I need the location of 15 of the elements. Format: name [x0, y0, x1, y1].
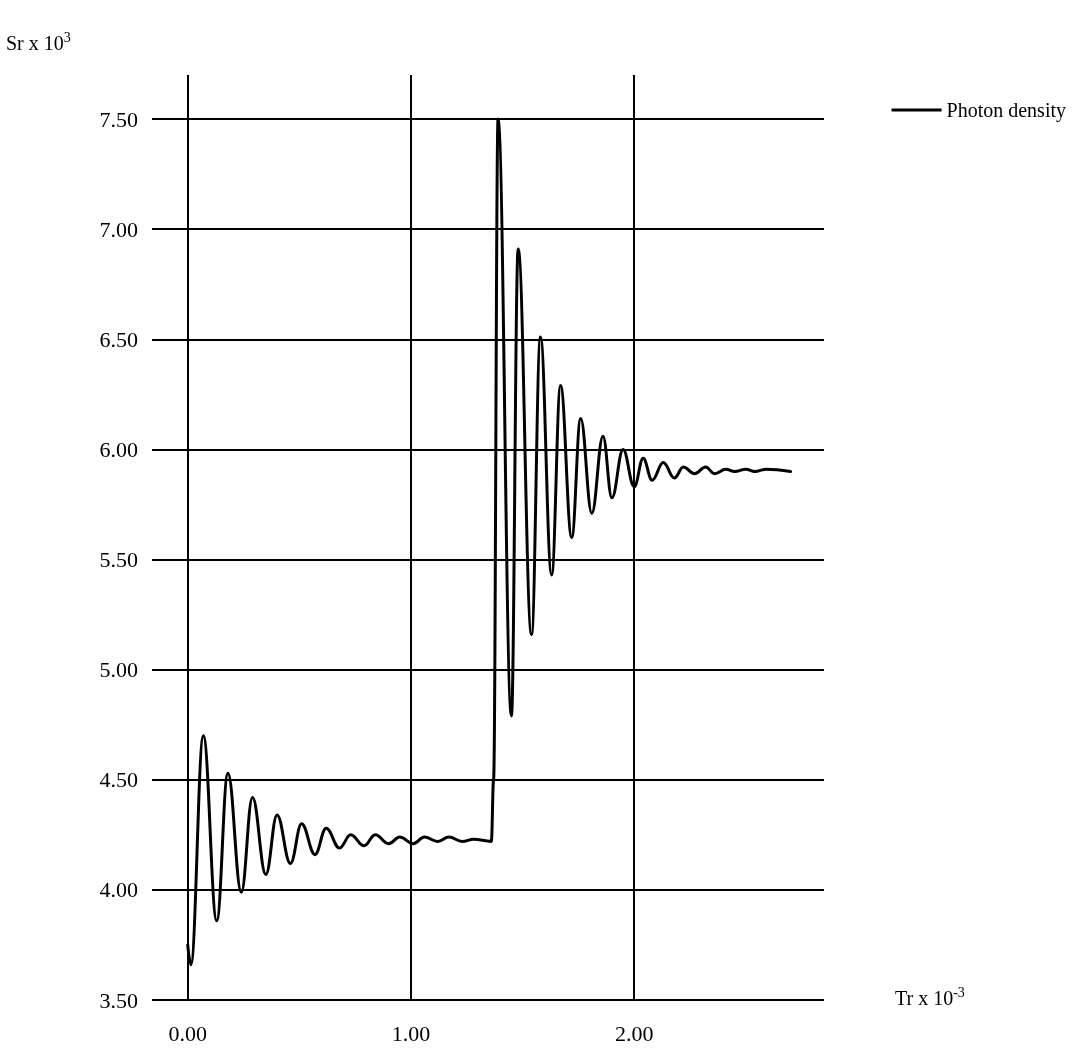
- y-tick-label: 6.50: [99, 326, 138, 352]
- y-tick-label: 7.50: [99, 106, 138, 132]
- y-tick-label: 4.50: [99, 767, 138, 793]
- y-tick-label: 5.00: [99, 657, 138, 683]
- x-axis-title: Tr x 10$^{-3}$: [895, 985, 965, 1010]
- legend-label: Photon density: [946, 99, 1066, 122]
- x-tick-label: 0.00: [168, 1020, 207, 1046]
- y-tick-label: 5.50: [99, 547, 138, 573]
- x-tick-label: 1.00: [391, 1020, 431, 1046]
- y-axis-title: Sr x 10$^{3}$: [6, 30, 71, 55]
- y-tick-label: 6.00: [99, 436, 138, 462]
- y-tick-label: 3.50: [99, 987, 138, 1013]
- y-tick-label: 7.00: [99, 216, 138, 242]
- y-tick-label: 4.00: [99, 877, 138, 903]
- x-tick-label: 2.00: [614, 1020, 654, 1046]
